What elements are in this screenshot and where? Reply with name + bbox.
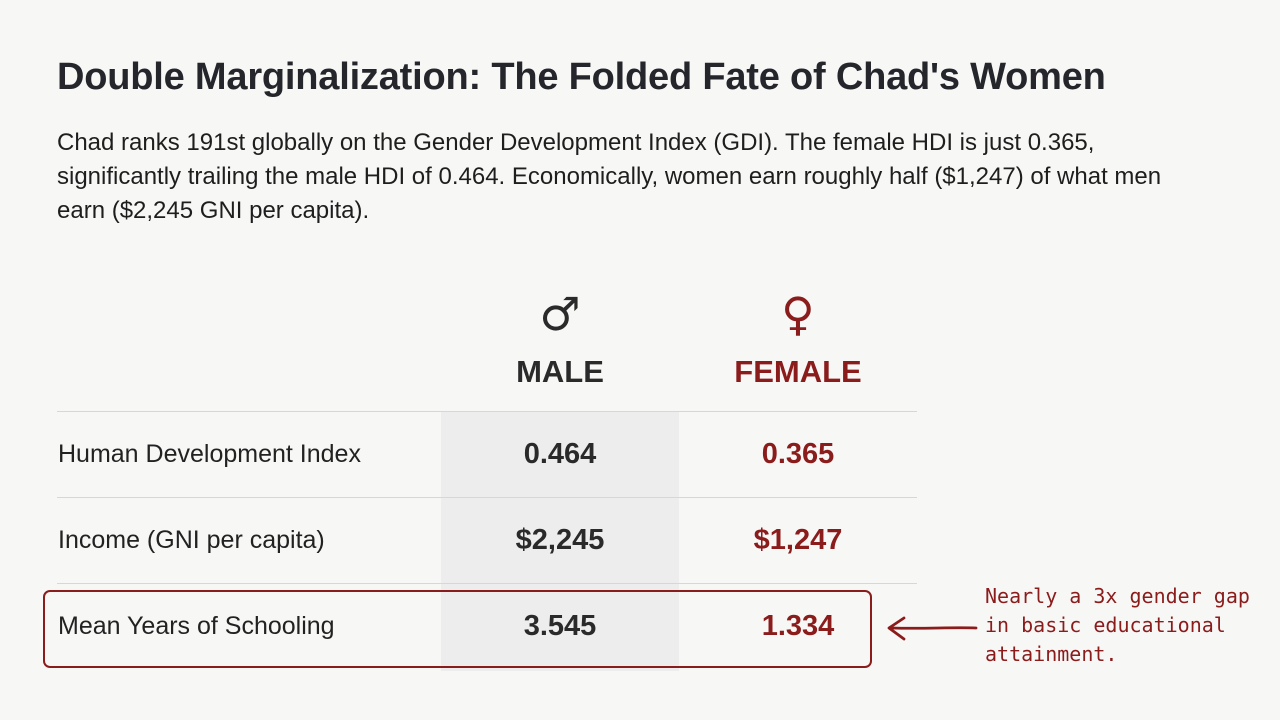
male-hdi-value: 0.464 [523, 438, 597, 470]
male-schooling-value: 3.545 [523, 610, 597, 642]
table-divider [57, 411, 917, 412]
female-column-label: FEMALE [734, 354, 862, 389]
female-income-value: $1,247 [753, 524, 843, 556]
row-label-hdi: Human Development Index [58, 440, 361, 468]
male-column-header: ♂ MALE [441, 286, 679, 392]
female-schooling-value: 1.334 [761, 610, 835, 642]
left-arrow-icon [887, 616, 978, 641]
row-label-schooling: Mean Years of Schooling [58, 612, 335, 640]
female-hdi-value: 0.365 [761, 438, 835, 470]
intro-paragraph: Chad ranks 191st globally on the Gender … [57, 129, 1162, 224]
table-divider [57, 497, 917, 498]
male-income-value: $2,245 [515, 524, 605, 556]
male-column-shading [441, 411, 679, 671]
row-label-income: Income (GNI per capita) [58, 526, 325, 554]
table-divider [57, 583, 917, 584]
male-column-label: MALE [516, 354, 604, 389]
schooling-highlight-box [43, 590, 872, 668]
annotation-note: Nearly a 3x gender gap in basic educatio… [985, 584, 1250, 666]
male-symbol-icon: ♂ [539, 287, 581, 341]
female-symbol-icon: ♀ [781, 287, 815, 341]
female-column-header: ♀ FEMALE [679, 286, 917, 392]
page-title: Double Marginalization: The Folded Fate … [57, 56, 1106, 98]
